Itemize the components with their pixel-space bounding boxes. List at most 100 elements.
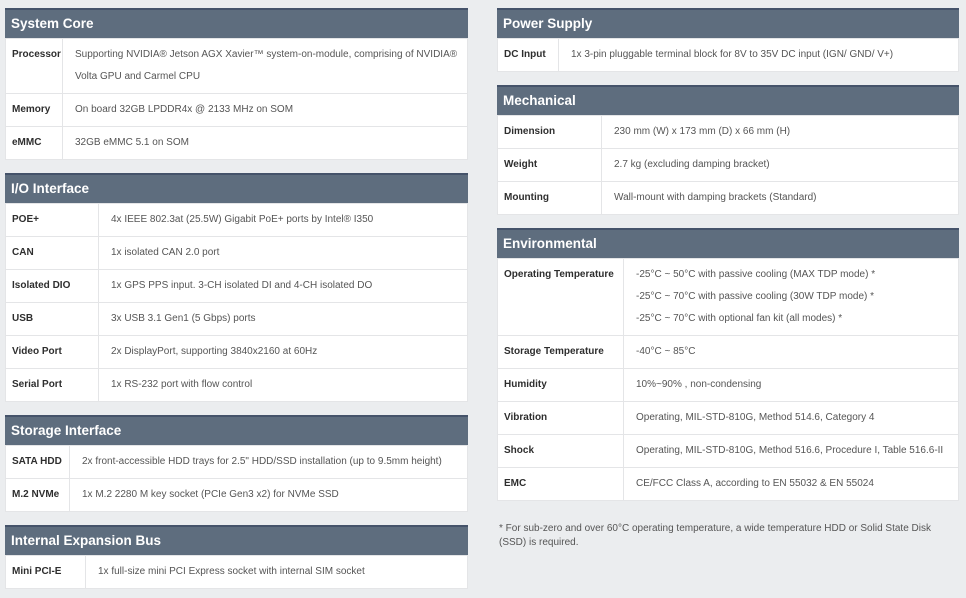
row-value: 3x USB 3.1 Gen1 (5 Gbps) ports — [98, 302, 468, 336]
spec-table: POE+ 4x IEEE 802.3at (25.5W) Gigabit PoE+… — [5, 203, 468, 402]
spec-row: Isolated DIO 1x GPS PPS input. 3-CH isola… — [5, 269, 468, 303]
row-value: 1x isolated CAN 2.0 port — [98, 236, 468, 270]
row-label: Shock — [497, 434, 624, 468]
spec-row: USB 3x USB 3.1 Gen1 (5 Gbps) ports — [5, 302, 468, 336]
spec-table: Mini PCI-E 1x full-size mini PCI Express … — [5, 555, 468, 589]
spec-table: SATA HDD 2x front-accessible HDD trays fo… — [5, 445, 468, 512]
value-line: -40°C ~ 85°C — [636, 346, 696, 357]
section-storage-interface: Storage Interface SATA HDD 2x front-access… — [5, 415, 468, 512]
table-body: DC Input 1x 3-pin pluggable terminal bloc… — [497, 38, 959, 72]
table-body: Processor Supporting NVIDIA® Jetson AGX X… — [5, 38, 468, 160]
value-line: 4x IEEE 802.3at (25.5W) Gigabit PoE+ por… — [111, 214, 374, 225]
value-line: 1x GPS PPS input. 3-CH isolated DI and 4… — [111, 280, 373, 291]
value-line: CE/FCC Class A, according to EN 55032 & … — [636, 478, 874, 489]
section-mechanical: Mechanical Dimension 230 mm (W) x 173 mm (… — [497, 85, 959, 215]
section-title: Internal Expansion Bus — [5, 525, 468, 555]
row-label: Vibration — [497, 401, 624, 435]
value-line: Wall-mount with damping brackets (Standa… — [614, 192, 817, 203]
value-line: 1x isolated CAN 2.0 port — [111, 247, 220, 258]
row-label: Dimension — [497, 115, 602, 149]
section-title: System Core — [5, 8, 468, 38]
section-title: Mechanical — [497, 85, 959, 115]
table-body: Mini PCI-E 1x full-size mini PCI Express … — [5, 555, 468, 589]
row-value: 1x full-size mini PCI Express socket wit… — [85, 555, 468, 589]
row-value: 230 mm (W) x 173 mm (D) x 66 mm (H) — [601, 115, 959, 149]
spec-row: Memory On board 32GB LPDDR4x @ 2133 MHz o… — [5, 93, 468, 127]
row-label: Serial Port — [5, 368, 99, 402]
spec-row: Video Port 2x DisplayPort, supporting 384… — [5, 335, 468, 369]
row-value: 1x M.2 2280 M key socket (PCIe Gen3 x2) … — [69, 478, 468, 512]
section-title: Power Supply — [497, 8, 959, 38]
row-label: CAN — [5, 236, 99, 270]
footnote: * For sub-zero and over 60°C operating t… — [499, 523, 931, 548]
value-line: 1x 3-pin pluggable terminal block for 8V… — [571, 49, 894, 60]
spec-row: Mounting Wall-mount with damping brackets… — [497, 181, 959, 215]
spec-table: DC Input 1x 3-pin pluggable terminal bloc… — [497, 38, 959, 72]
row-label: POE+ — [5, 203, 99, 237]
spec-row: POE+ 4x IEEE 802.3at (25.5W) Gigabit PoE+… — [5, 203, 468, 237]
spec-row: CAN 1x isolated CAN 2.0 port — [5, 236, 468, 270]
row-label: M.2 NVMe — [5, 478, 70, 512]
row-label: Storage Temperature — [497, 335, 624, 369]
row-label: Weight — [497, 148, 602, 182]
section-io-interface: I/O Interface POE+ 4x IEEE 802.3at (25.5W)… — [5, 173, 468, 402]
table-body: Dimension 230 mm (W) x 173 mm (D) x 66 mm… — [497, 115, 959, 215]
spec-row: Processor Supporting NVIDIA® Jetson AGX X… — [5, 38, 468, 94]
row-value: 1x 3-pin pluggable terminal block for 8V… — [558, 38, 959, 72]
column-left: System Core Processor Supporting NVIDIA® J… — [5, 8, 468, 598]
value-line: 1x full-size mini PCI Express socket wit… — [98, 566, 365, 577]
value-line: 1x RS-232 port with flow control — [111, 379, 253, 390]
section-title: Environmental — [497, 228, 959, 258]
row-value: 1x GPS PPS input. 3-CH isolated DI and 4… — [98, 269, 468, 303]
spec-row: Storage Temperature -40°C ~ 85°C — [497, 335, 959, 369]
section-environmental: Environmental Operating Temperature -25°C … — [497, 228, 959, 501]
row-label: Mounting — [497, 181, 602, 215]
spec-row: M.2 NVMe 1x M.2 2280 M key socket (PCIe G… — [5, 478, 468, 512]
row-label: Video Port — [5, 335, 99, 369]
row-label: Humidity — [497, 368, 624, 402]
spec-row: Dimension 230 mm (W) x 173 mm (D) x 66 mm… — [497, 115, 959, 149]
row-value: 10%~90% , non-condensing — [623, 368, 959, 402]
row-label: USB — [5, 302, 99, 336]
row-value: Supporting NVIDIA® Jetson AGX Xavier™ sy… — [62, 38, 468, 94]
value-line: On board 32GB LPDDR4x @ 2133 MHz on SOM — [75, 104, 294, 115]
table-body: Operating Temperature -25°C ~ 50°C with p… — [497, 258, 959, 501]
row-label: Mini PCI-E — [5, 555, 86, 589]
value-line: 2x DisplayPort, supporting 3840x2160 at … — [111, 346, 318, 357]
spec-row: Humidity 10%~90% , non-condensing — [497, 368, 959, 402]
spec-row: Serial Port 1x RS-232 port with flow cont… — [5, 368, 468, 402]
row-value: 4x IEEE 802.3at (25.5W) Gigabit PoE+ por… — [98, 203, 468, 237]
row-value: 1x RS-232 port with flow control — [98, 368, 468, 402]
spec-row: EMC CE/FCC Class A, according to EN 55032… — [497, 467, 959, 501]
spec-row: Mini PCI-E 1x full-size mini PCI Express … — [5, 555, 468, 589]
row-value: Operating, MIL-STD-810G, Method 514.6, C… — [623, 401, 959, 435]
value-line: 2.7 kg (excluding damping bracket) — [614, 159, 770, 170]
spec-row: Shock Operating, MIL-STD-810G, Method 516… — [497, 434, 959, 468]
row-value: CE/FCC Class A, according to EN 55032 & … — [623, 467, 959, 501]
value-line: Operating, MIL-STD-810G, Method 514.6, C… — [636, 412, 875, 423]
spec-row: Operating Temperature -25°C ~ 50°C with p… — [497, 258, 959, 336]
section-system-core: System Core Processor Supporting NVIDIA® J… — [5, 8, 468, 160]
row-label: DC Input — [497, 38, 559, 72]
section-title: Storage Interface — [5, 415, 468, 445]
value-line: 32GB eMMC 5.1 on SOM — [75, 137, 189, 148]
value-line: Operating, MIL-STD-810G, Method 516.6, P… — [636, 445, 944, 456]
column-right: Power Supply DC Input 1x 3-pin pluggable t… — [497, 8, 959, 598]
value-line: Supporting NVIDIA® Jetson AGX Xavier™ sy… — [75, 49, 458, 82]
section-power-supply: Power Supply DC Input 1x 3-pin pluggable t… — [497, 8, 959, 72]
row-label: Operating Temperature — [497, 258, 624, 336]
value-line: -25°C ~ 70°C with passive cooling (30W T… — [636, 291, 875, 302]
row-label: Isolated DIO — [5, 269, 99, 303]
row-label: Processor — [5, 38, 63, 94]
value-line: -25°C ~ 70°C with optional fan kit (all … — [636, 313, 843, 324]
spec-row: DC Input 1x 3-pin pluggable terminal bloc… — [497, 38, 959, 72]
spec-table: Dimension 230 mm (W) x 173 mm (D) x 66 mm… — [497, 115, 959, 215]
value-line: 2x front-accessible HDD trays for 2.5" H… — [82, 456, 442, 467]
spec-row: Weight 2.7 kg (excluding damping bracket) — [497, 148, 959, 182]
row-label: SATA HDD — [5, 445, 70, 479]
spec-row: SATA HDD 2x front-accessible HDD trays fo… — [5, 445, 468, 479]
row-value: -25°C ~ 50°C with passive cooling (MAX T… — [623, 258, 959, 336]
row-label: EMC — [497, 467, 624, 501]
row-value: On board 32GB LPDDR4x @ 2133 MHz on SOM — [62, 93, 468, 127]
row-value: 2.7 kg (excluding damping bracket) — [601, 148, 959, 182]
